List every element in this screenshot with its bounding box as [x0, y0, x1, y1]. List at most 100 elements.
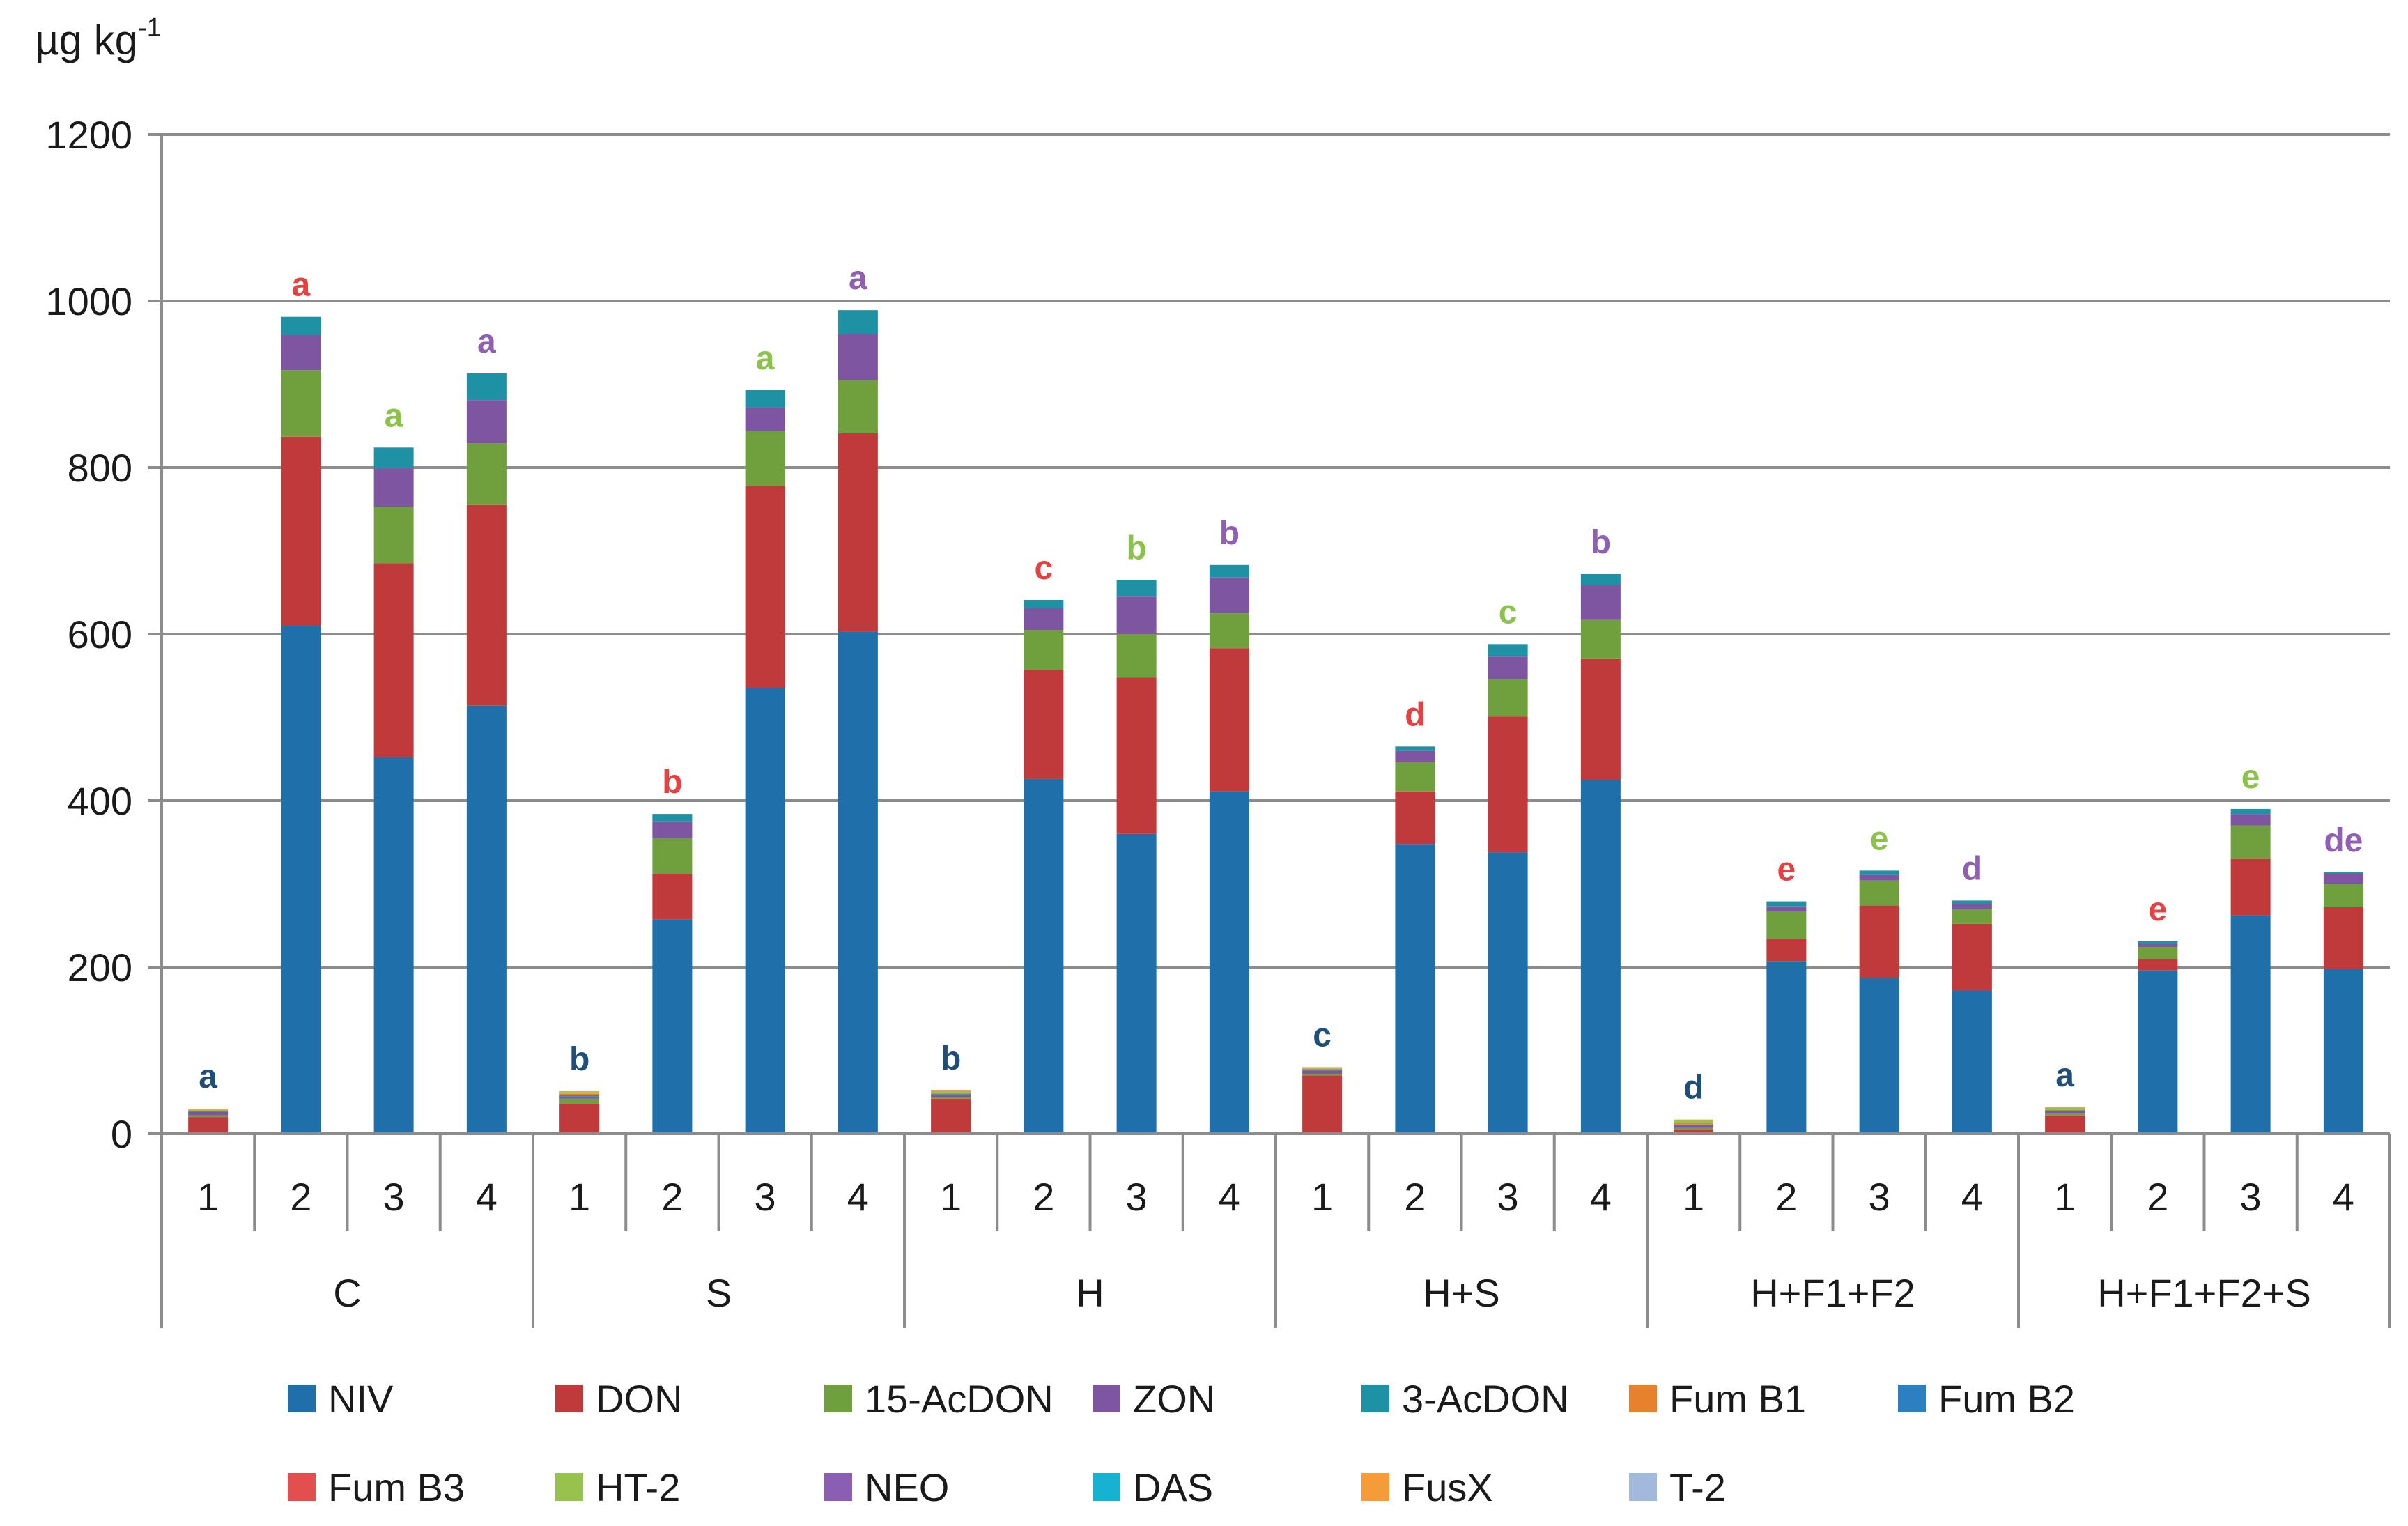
- bar-segment-niv: [652, 919, 693, 1134]
- bar-segment-ht-2: [1302, 1068, 1343, 1069]
- bar-segment-fusx: [559, 1091, 600, 1093]
- bar-segment-niv: [2323, 969, 2363, 1134]
- significance-letter: c: [1499, 594, 1518, 631]
- x-subcategory-label: 1: [940, 1175, 962, 1219]
- legend-item: Fum B1: [1629, 1377, 1806, 1421]
- bar-segment-don: [2230, 858, 2271, 916]
- bar-segment-15-acdon: [1674, 1127, 1714, 1130]
- bar-segment-don: [931, 1098, 971, 1134]
- legend: NIV DON 15-AcDON ZON 3-AcDON Fum B1 Fum B2 Fum …: [288, 1377, 2075, 1509]
- x-axis: 1 2 3 4 1 2 3 4 1 2 3 4 1 2 3 4 1 2 3 4 1 2 3 4 C S H H+S H+F1+F2 H+F…: [160, 134, 2391, 1328]
- bar-segment-3-acdon: [1116, 580, 1157, 597]
- bar-segment-niv: [1024, 778, 1064, 1134]
- legend-swatch: [1361, 1385, 1389, 1412]
- x-subcategory-label: 4: [476, 1175, 497, 1219]
- bar-segment-zon: [931, 1094, 971, 1097]
- bar-segment-don: [1859, 905, 1899, 978]
- bar-segment-fum-b1: [2045, 1109, 2085, 1111]
- bar-segment-zon: [1395, 750, 1435, 763]
- bar-segment-don: [373, 563, 414, 757]
- bar-segment-fusx: [931, 1090, 971, 1092]
- bar-segment-ht-2: [559, 1092, 600, 1094]
- bar-segment-3-acdon: [1952, 900, 1992, 904]
- bar-segment-fum-b1: [1674, 1123, 1714, 1125]
- bar-segment-15-acdon: [373, 507, 414, 564]
- legend-swatch: [1093, 1385, 1120, 1412]
- bar-segment-3-acdon: [188, 1111, 229, 1112]
- bar-segment-15-acdon: [559, 1098, 600, 1104]
- bar-segment-15-acdon: [931, 1097, 971, 1099]
- bar-segment-fum-b1: [1302, 1068, 1343, 1070]
- legend-swatch: [824, 1473, 852, 1501]
- legend-label: DON: [596, 1377, 682, 1421]
- bar-segment-15-acdon: [1766, 911, 1807, 939]
- bar-segment-15-acdon: [1580, 619, 1621, 659]
- bar-segment-niv: [2138, 970, 2178, 1134]
- legend-swatch: [555, 1385, 583, 1412]
- legend-label: FusX: [1402, 1465, 1493, 1509]
- bar-segment-don: [1116, 677, 1157, 834]
- significance-letter: e: [1777, 851, 1796, 888]
- bar-segment-don: [1209, 648, 1249, 792]
- x-group-label: C: [333, 1271, 361, 1315]
- bar-segment-don: [1952, 923, 1992, 991]
- bar-segment-ht-2: [1674, 1120, 1714, 1123]
- legend-item: NIV: [288, 1377, 394, 1421]
- legend-swatch: [1898, 1385, 1926, 1412]
- significance-letter: a: [199, 1058, 217, 1095]
- significance-letter: b: [662, 764, 682, 801]
- x-subcategory-label: 4: [1590, 1175, 1612, 1219]
- bar-segment-niv: [1395, 844, 1435, 1134]
- legend-item: 15-AcDON: [824, 1377, 1054, 1421]
- significance-letter: b: [1591, 524, 1611, 561]
- bar-segment-15-acdon: [2045, 1113, 2085, 1116]
- bar-segment-zon: [745, 407, 785, 431]
- bar-segment-3-acdon: [1580, 573, 1621, 585]
- legend-label: NEO: [865, 1465, 949, 1509]
- significance-letter: a: [2055, 1057, 2074, 1094]
- bar-segment-zon: [188, 1111, 229, 1116]
- bar-segment-zon: [1116, 596, 1157, 634]
- bar-segment-don: [1302, 1075, 1343, 1134]
- bar-segment-15-acdon: [1395, 762, 1435, 792]
- bar-segment-3-acdon: [1024, 600, 1064, 608]
- bar-segment-zon: [466, 400, 507, 444]
- significance-letter: d: [1683, 1070, 1704, 1107]
- x-subcategory-label: 1: [1311, 1175, 1333, 1219]
- bar-segment-15-acdon: [1116, 634, 1157, 678]
- legend-item: ZON: [1093, 1377, 1215, 1421]
- bar-segment-don: [2045, 1115, 2085, 1134]
- bar-segment-15-acdon: [188, 1115, 229, 1118]
- x-subcategory-label: 2: [1775, 1175, 1797, 1219]
- bar-segment-zon: [1302, 1070, 1343, 1074]
- bar-segment-niv: [745, 688, 785, 1134]
- legend-swatch: [288, 1385, 316, 1412]
- x-group-label: S: [706, 1271, 732, 1315]
- bar-segment-zon: [1580, 585, 1621, 620]
- y-tick-label: 200: [68, 946, 132, 989]
- bar-segment-3-acdon: [1766, 901, 1807, 907]
- bar-segment-don: [652, 874, 693, 920]
- x-subcategory-label: 3: [1126, 1175, 1148, 1219]
- significance-letter: b: [1126, 530, 1146, 567]
- significance-letter: a: [849, 260, 867, 297]
- x-subcategory-label: 2: [1033, 1175, 1054, 1219]
- bar-segment-15-acdon: [745, 431, 785, 486]
- bar-segment-zon: [2230, 814, 2271, 826]
- bar-segment-3-acdon: [931, 1093, 971, 1095]
- bar-segment-15-acdon: [1302, 1073, 1343, 1076]
- bar-segment-don: [1395, 791, 1435, 845]
- x-subcategory-label: 1: [1683, 1175, 1704, 1219]
- bar-segment-niv: [2230, 915, 2271, 1134]
- bar-segment-niv: [838, 631, 878, 1134]
- bar-segment-zon: [1209, 577, 1249, 614]
- legend-label: Fum B2: [1938, 1377, 2075, 1421]
- bar-segment-3-acdon: [1209, 564, 1249, 578]
- y-tick-label: 800: [68, 446, 132, 490]
- legend-swatch: [1629, 1473, 1657, 1501]
- bar-segment-3-acdon: [1488, 644, 1528, 657]
- x-subcategory-label: 3: [1869, 1175, 1890, 1219]
- bar-segment-15-acdon: [652, 838, 693, 874]
- bar-segment-don: [838, 433, 878, 632]
- bar-segment-niv: [1116, 833, 1157, 1134]
